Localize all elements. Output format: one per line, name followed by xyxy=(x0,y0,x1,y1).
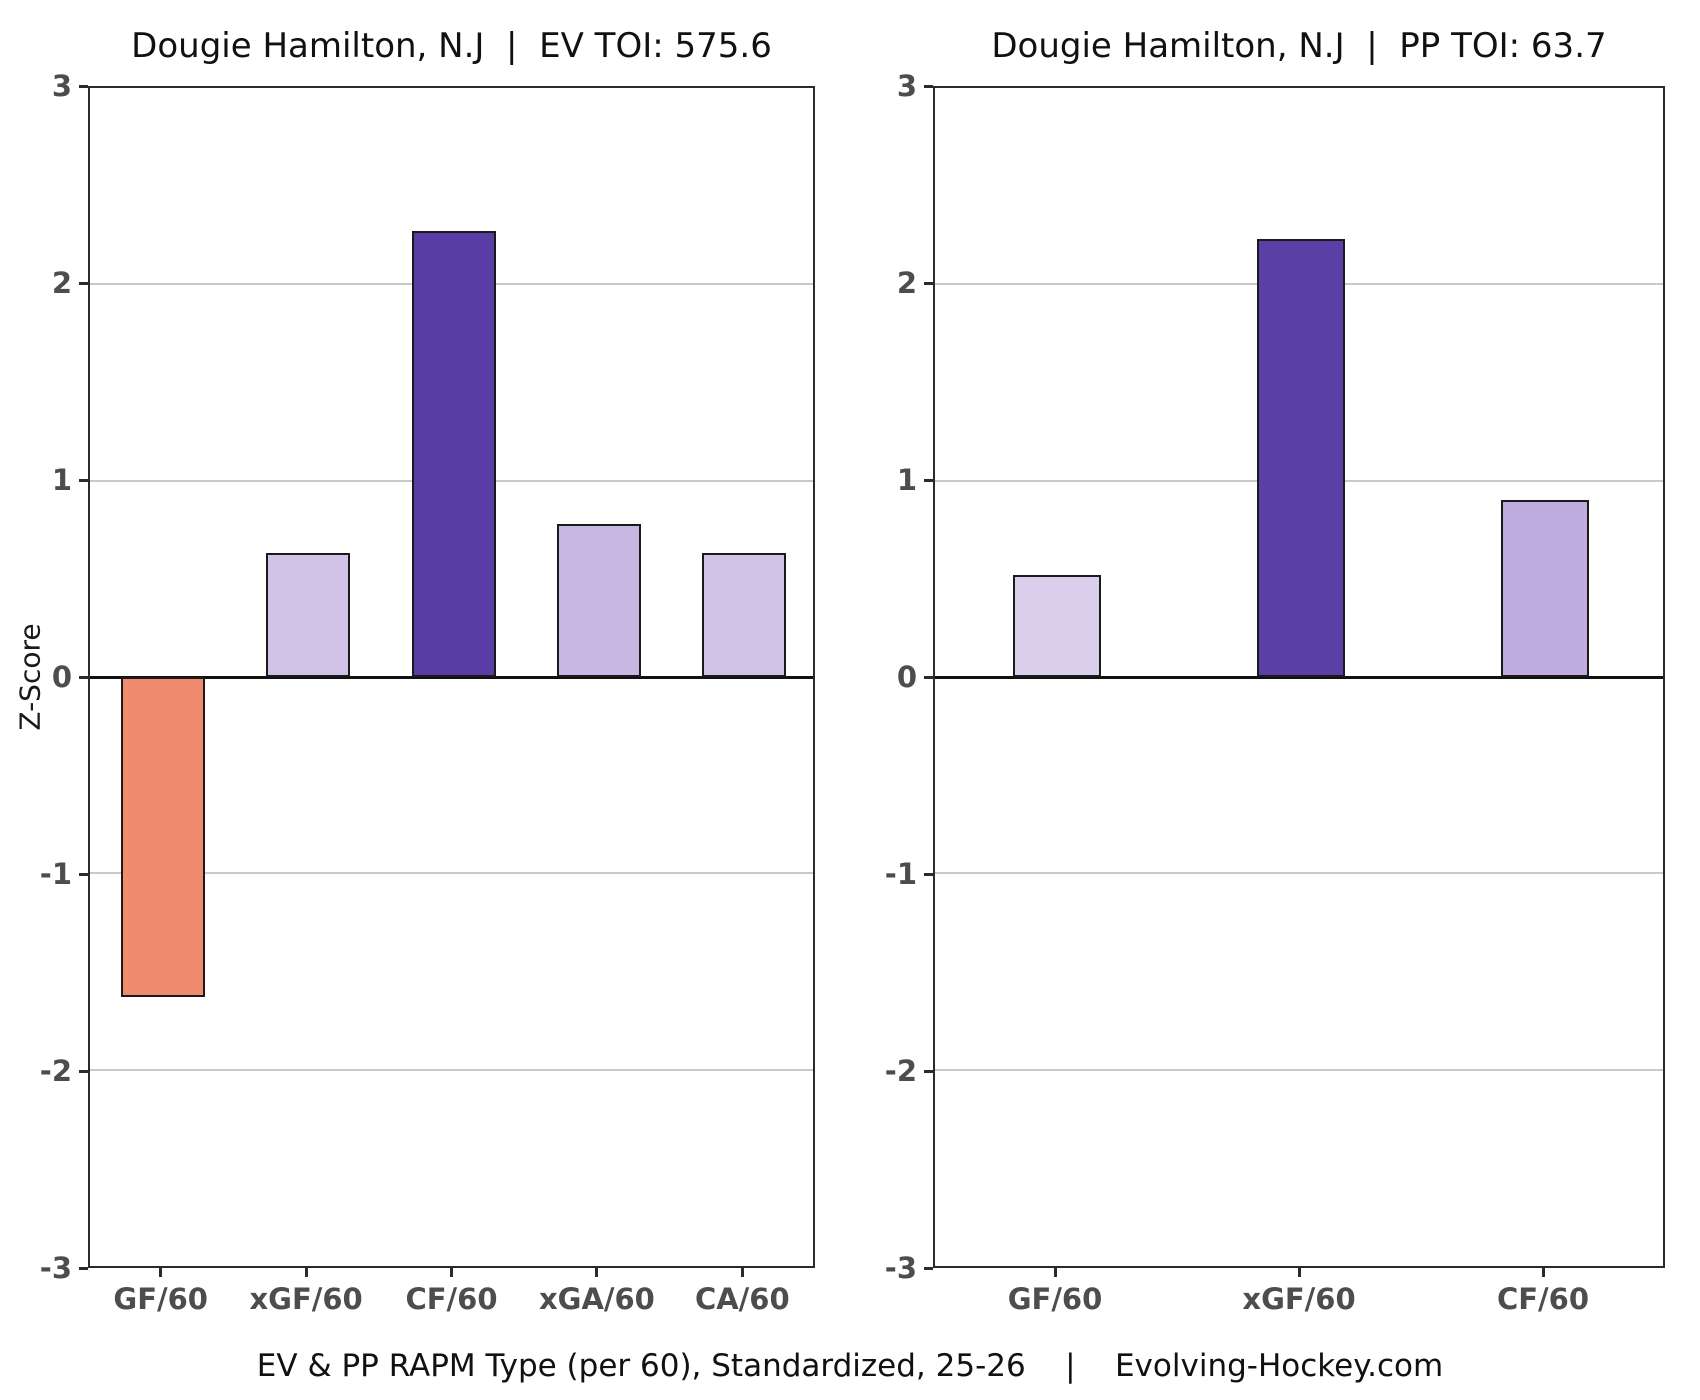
zero-baseline xyxy=(935,675,1663,679)
gridline-y--2 xyxy=(935,1068,1663,1071)
x-tick-label-xgf-60: xGF/60 xyxy=(1242,1282,1356,1316)
y-tick-label--1: -1 xyxy=(884,857,917,891)
y-tick-mark xyxy=(924,1070,933,1073)
x-tick-label-xgf-60: xGF/60 xyxy=(249,1282,363,1316)
pp-chart-plot-area xyxy=(933,86,1665,1268)
y-tick-label--1: -1 xyxy=(39,857,72,891)
y-tick-label--2: -2 xyxy=(884,1054,917,1088)
y-tick-label--3: -3 xyxy=(884,1251,917,1285)
x-tick-mark xyxy=(1541,1268,1545,1277)
y-tick-mark xyxy=(79,282,88,285)
y-tick-mark xyxy=(79,676,88,679)
y-tick-mark xyxy=(924,85,933,88)
x-tick-label-gf-60: GF/60 xyxy=(1007,1282,1103,1316)
x-tick-mark xyxy=(1053,1268,1057,1277)
y-tick-mark xyxy=(79,873,88,876)
y-tick-mark xyxy=(924,282,933,285)
x-tick-mark xyxy=(304,1268,308,1277)
x-tick-label-cf-60: CF/60 xyxy=(405,1282,498,1316)
ev-chart-title: Dougie Hamilton, N.J | EV TOI: 575.6 xyxy=(131,26,772,66)
gridline-y--1 xyxy=(935,872,1663,875)
y-tick-label-0: 0 xyxy=(896,660,917,694)
bar-gf-60 xyxy=(1013,574,1101,677)
x-tick-label-xga-60: xGA/60 xyxy=(538,1282,655,1316)
figure-caption: EV & PP RAPM Type (per 60), Standardized… xyxy=(256,1348,1444,1384)
bar-cf-60 xyxy=(1501,500,1589,677)
y-tick-mark xyxy=(79,1267,88,1270)
y-tick-label-3: 3 xyxy=(896,69,917,103)
bar-xgf-60 xyxy=(1257,239,1345,677)
ev-chart-plot-area xyxy=(88,86,815,1268)
x-tick-label-ca-60: CA/60 xyxy=(694,1282,790,1316)
y-tick-mark xyxy=(924,1267,933,1270)
gridline-y--1 xyxy=(90,872,813,875)
x-tick-mark xyxy=(595,1268,599,1277)
y-tick-label-2: 2 xyxy=(896,266,917,300)
y-tick-mark xyxy=(79,479,88,482)
x-tick-label-cf-60: CF/60 xyxy=(1496,1282,1590,1316)
y-tick-mark xyxy=(924,479,933,482)
bar-xgf-60 xyxy=(266,553,351,677)
y-tick-mark xyxy=(79,85,88,88)
bar-ca-60 xyxy=(702,553,787,677)
gridline-y--2 xyxy=(90,1068,813,1071)
y-tick-label-2: 2 xyxy=(51,266,72,300)
y-tick-label-1: 1 xyxy=(896,463,917,497)
bar-cf-60 xyxy=(411,231,496,677)
bar-xga-60 xyxy=(556,523,641,677)
y-tick-label--2: -2 xyxy=(39,1054,72,1088)
bar-gf-60 xyxy=(120,677,205,998)
x-tick-mark xyxy=(450,1268,453,1277)
y-tick-label--3: -3 xyxy=(39,1251,72,1285)
y-tick-label-1: 1 xyxy=(51,463,72,497)
y-tick-mark xyxy=(924,873,933,876)
y-tick-label-0: 0 xyxy=(51,660,72,694)
x-tick-mark xyxy=(740,1268,744,1277)
x-tick-mark xyxy=(1297,1268,1301,1277)
y-tick-mark xyxy=(79,1070,88,1073)
y-tick-label-3: 3 xyxy=(51,69,72,103)
zero-baseline xyxy=(90,675,813,679)
pp-chart-title: Dougie Hamilton, N.J | PP TOI: 63.7 xyxy=(991,26,1607,66)
x-tick-label-gf-60: GF/60 xyxy=(113,1282,208,1316)
y-tick-mark xyxy=(924,676,933,679)
x-tick-mark xyxy=(159,1268,163,1277)
